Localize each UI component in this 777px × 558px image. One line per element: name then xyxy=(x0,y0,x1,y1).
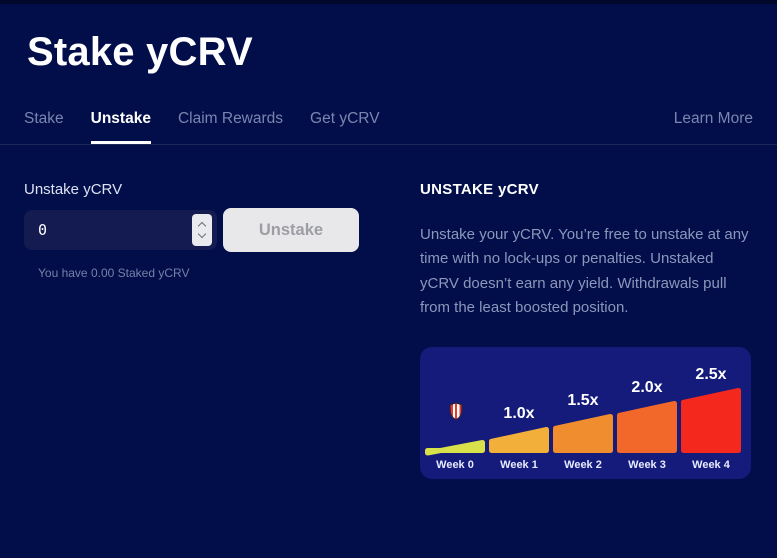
stepper-down-icon[interactable] xyxy=(197,229,207,239)
multiplier-label: 1.5x xyxy=(567,392,598,409)
multiplier-label: 2.5x xyxy=(695,366,726,383)
tab-stake[interactable]: Stake xyxy=(24,110,64,127)
week-label: Week 2 xyxy=(564,459,602,471)
tab-bar: Stake Unstake Claim Rewards Get yCRV Lea… xyxy=(0,110,777,145)
week-label: Week 1 xyxy=(500,459,538,471)
amount-stepper[interactable] xyxy=(192,214,212,246)
amount-input-row: Unstake xyxy=(24,208,396,252)
tab-claim-rewards[interactable]: Claim Rewards xyxy=(177,110,284,127)
window-top-edge xyxy=(0,0,777,4)
ramp-segment xyxy=(617,401,677,454)
week-label: Week 0 xyxy=(436,459,474,471)
staked-balance-text: You have 0.00 Staked yCRV xyxy=(38,266,190,280)
tab-get-ycrv[interactable]: Get yCRV xyxy=(310,110,380,127)
shield-icon xyxy=(449,402,463,421)
multiplier-label: 2.0x xyxy=(631,379,662,396)
multiplier-label: 1.0x xyxy=(503,405,534,422)
link-learn-more[interactable]: Learn More xyxy=(673,110,753,127)
ramp-segment xyxy=(681,388,741,454)
amount-field xyxy=(24,210,217,250)
ramp-segment xyxy=(489,427,549,454)
info-description: Unstake your yCRV. You’re free to unstak… xyxy=(420,226,749,316)
unstake-form: Unstake yCRV Unstake You have 0.00 Stake… xyxy=(24,181,396,479)
page-title: Stake yCRV xyxy=(27,30,253,74)
info-panel: UNSTAKE yCRV Unstake your yCRV. You’re f… xyxy=(420,181,754,480)
week-label: Week 4 xyxy=(692,459,731,471)
boost-ramp-svg: Week 0 1.0x Week 1 1.5x Week 2 2.0x Week 3 2.5x… xyxy=(425,366,741,471)
boost-ramp-chart: Week 0 1.0x Week 1 1.5x Week 2 2.0x Week 3 2.5x… xyxy=(420,347,751,480)
week-label: Week 3 xyxy=(628,459,666,471)
amount-field-label: Unstake yCRV xyxy=(24,181,123,198)
main-content: Unstake yCRV Unstake You have 0.00 Stake… xyxy=(0,145,777,480)
info-heading: UNSTAKE yCRV xyxy=(420,181,539,198)
unstake-button[interactable]: Unstake xyxy=(223,208,359,252)
amount-input[interactable] xyxy=(24,210,217,250)
ramp-segment xyxy=(425,440,485,456)
page-header: Stake yCRV xyxy=(0,4,777,75)
ramp-segment xyxy=(553,414,613,454)
tab-unstake[interactable]: Unstake xyxy=(90,110,151,144)
